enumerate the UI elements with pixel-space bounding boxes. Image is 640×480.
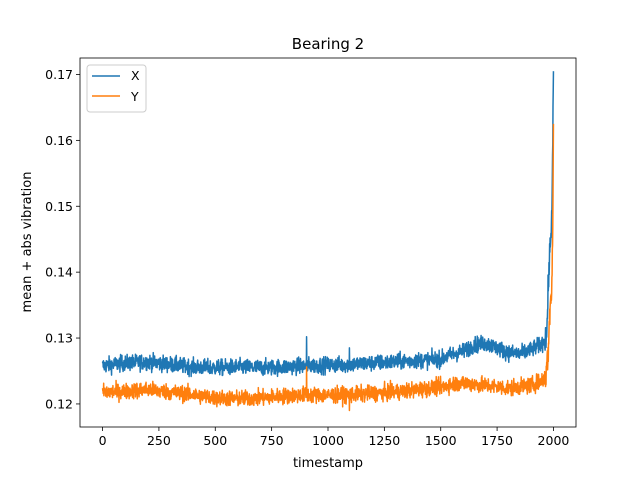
legend: X Y: [86, 64, 147, 113]
x-tick-label: 1750: [481, 433, 513, 448]
y-tick-label: 0.16: [45, 133, 73, 148]
legend-label-y: Y: [130, 89, 139, 104]
x-tick-label: 500: [203, 433, 227, 448]
plot-area: [80, 58, 576, 427]
y-tick-label: 0.12: [45, 396, 73, 411]
x-tick-label: 2000: [538, 433, 570, 448]
legend-label-x: X: [131, 68, 140, 83]
x-axis-ticks: 0 250 500 750 1000 1250 1500 1750 2000: [99, 427, 570, 448]
y-tick-label: 0.17: [45, 67, 73, 82]
x-tick-label: 1500: [425, 433, 457, 448]
plot-frame: [79, 57, 577, 428]
x-tick-label: 1000: [312, 433, 344, 448]
x-tick-label: 0: [99, 433, 107, 448]
y-tick-label: 0.15: [45, 199, 73, 214]
y-tick-label: 0.13: [45, 331, 73, 346]
series-line-x: [101, 71, 555, 378]
y-axis-ticks: 0.12 0.13 0.14 0.15 0.16 0.17: [45, 67, 80, 411]
x-tick-label: 250: [147, 433, 171, 448]
chart-title: Bearing 2: [292, 35, 364, 53]
x-axis-label: timestamp: [293, 456, 363, 471]
series-layer: [101, 71, 555, 412]
series-line-y: [101, 123, 555, 412]
y-tick-label: 0.14: [45, 265, 73, 280]
x-tick-label: 750: [260, 433, 284, 448]
y-axis-label: mean + abs vibration: [20, 172, 35, 313]
x-tick-label: 1250: [368, 433, 400, 448]
